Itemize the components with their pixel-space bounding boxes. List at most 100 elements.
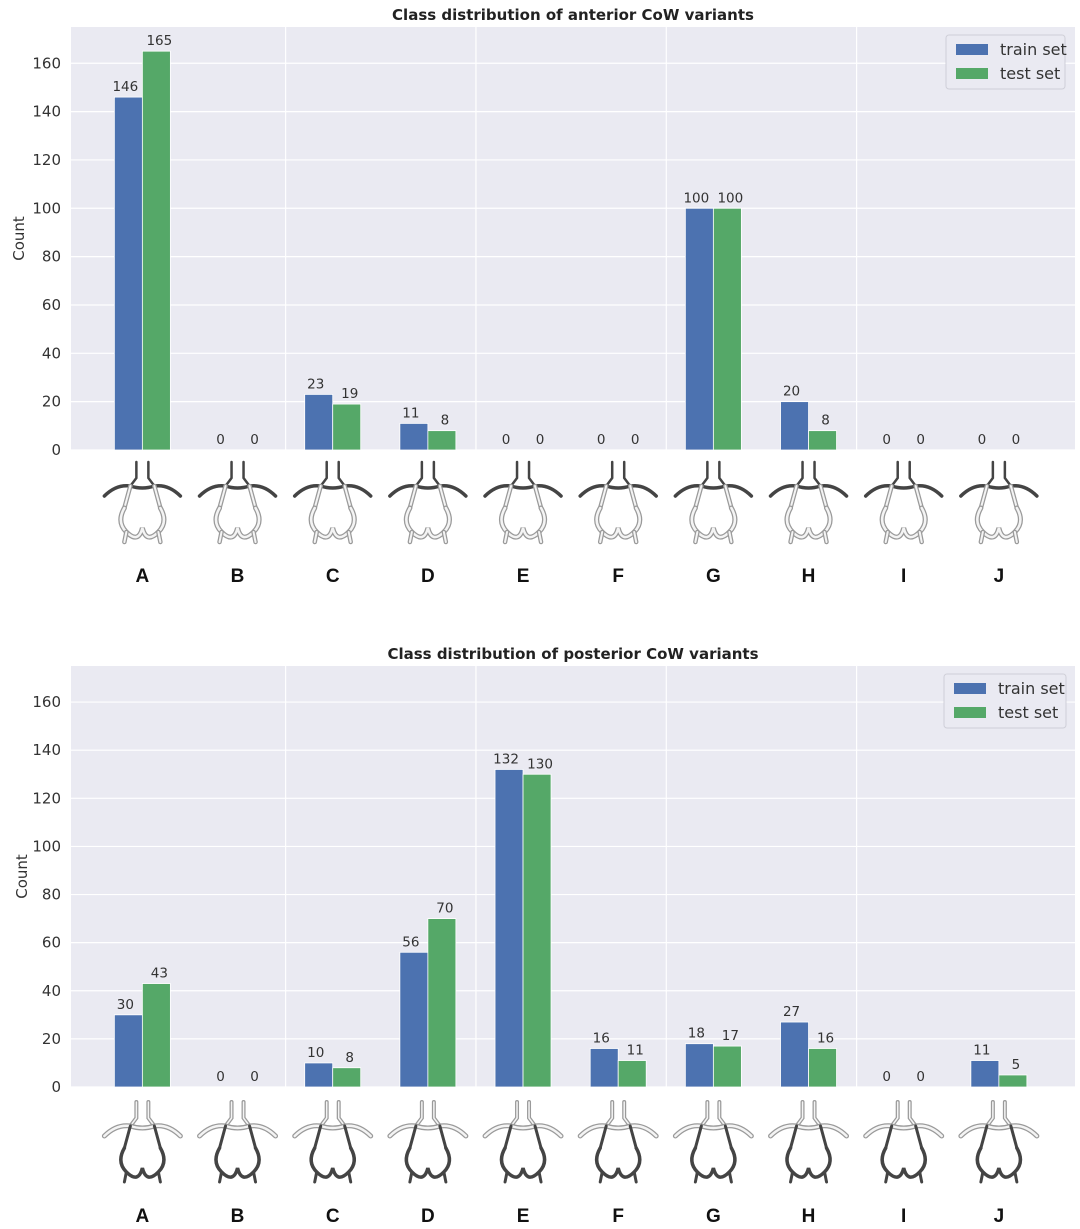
bar-train-H	[780, 1021, 809, 1088]
variant-diagram-icon	[101, 1100, 183, 1184]
variant-diagram-icon	[958, 1100, 1040, 1184]
bar-train-F	[589, 1048, 619, 1088]
plot-area	[71, 27, 1075, 450]
bar-test-A	[141, 50, 171, 451]
variant-diagram-icon	[197, 460, 278, 545]
data-label-train-A: 146	[112, 79, 138, 95]
bar-test-A	[141, 983, 171, 1088]
data-label-test-E: 130	[527, 756, 553, 772]
data-label-test-A: 165	[146, 33, 172, 49]
data-label-test-I: 0	[916, 1069, 925, 1085]
bar-test-D	[427, 918, 457, 1088]
data-label-test-F: 0	[631, 432, 640, 448]
data-label-test-C: 19	[341, 386, 358, 402]
category-label-A: A	[136, 1206, 150, 1227]
y-tick-label: 100	[32, 199, 61, 217]
data-label-train-E: 132	[493, 751, 519, 767]
y-tick-label: 100	[32, 837, 61, 855]
data-label-train-C: 23	[307, 376, 324, 392]
category-label-A: A	[136, 566, 150, 587]
legend-label-train: train set	[998, 679, 1065, 698]
chart-title: Class distribution of anterior CoW varia…	[392, 6, 754, 24]
data-label-test-E: 0	[536, 432, 545, 448]
variant-diagram-icon	[959, 460, 1039, 545]
data-label-test-D: 70	[436, 901, 453, 917]
category-label-C: C	[326, 566, 340, 587]
variant-diagram-icon	[578, 460, 658, 545]
data-label-test-B: 0	[250, 432, 259, 448]
legend-swatch-test	[954, 707, 986, 718]
variant-diagram-icon	[102, 460, 183, 545]
variant-diagram-icon	[292, 1100, 374, 1184]
bar-test-D	[427, 430, 457, 451]
category-label-I: I	[901, 566, 906, 587]
data-label-train-B: 0	[216, 432, 225, 448]
y-tick-label: 60	[42, 296, 61, 314]
variant-diagram-icon	[768, 460, 849, 545]
bar-train-D	[399, 423, 429, 451]
bar-train-H	[780, 401, 809, 451]
bar-test-J	[998, 1074, 1028, 1088]
bar-train-A	[113, 1014, 143, 1088]
bar-test-C	[332, 1067, 362, 1088]
y-tick-label: 0	[51, 1078, 61, 1096]
category-label-B: B	[231, 1206, 245, 1227]
bar-train-D	[399, 951, 429, 1088]
bar-train-C	[304, 1062, 334, 1088]
category-label-J: J	[994, 566, 1005, 587]
data-label-test-H: 16	[817, 1031, 834, 1047]
bar-test-H	[808, 430, 837, 451]
category-label-B: B	[231, 566, 245, 587]
bar-test-G	[712, 1045, 742, 1088]
data-label-test-J: 0	[1012, 432, 1021, 448]
variant-diagram-icon	[388, 460, 468, 545]
y-tick-label: 160	[32, 693, 61, 711]
data-label-train-I: 0	[882, 1069, 891, 1085]
variant-diagram-icon	[863, 1100, 945, 1184]
variant-diagram-icon	[672, 1100, 754, 1184]
bar-train-E	[494, 769, 524, 1088]
y-tick-label: 20	[42, 393, 61, 411]
legend: train set test set	[945, 34, 1067, 90]
legend: train set test set	[943, 673, 1067, 729]
y-tick-label: 40	[42, 982, 61, 1000]
y-tick-label: 120	[32, 789, 61, 807]
category-label-H: H	[802, 1206, 816, 1227]
bar-train-A	[113, 96, 143, 451]
bar-test-F	[617, 1060, 647, 1088]
data-label-test-G: 17	[722, 1028, 739, 1044]
legend-label-test: test set	[1000, 64, 1060, 83]
data-label-train-B: 0	[216, 1069, 225, 1085]
bar-test-H	[808, 1048, 837, 1088]
variant-diagram-icon	[863, 460, 944, 545]
bar-test-C	[332, 403, 362, 451]
plot-area	[71, 666, 1075, 1087]
variant-diagram-icon	[197, 1100, 279, 1184]
data-label-train-H: 27	[783, 1004, 800, 1020]
data-label-train-I: 0	[882, 432, 891, 448]
data-label-train-J: 11	[973, 1043, 990, 1059]
y-axis-label: Count	[10, 216, 28, 261]
data-label-train-H: 20	[783, 384, 800, 400]
y-axis-label: Count	[13, 854, 31, 899]
variant-diagram-icon	[292, 460, 373, 545]
y-tick-label: 80	[42, 248, 61, 266]
category-label-E: E	[517, 566, 530, 587]
category-label-C: C	[326, 1206, 340, 1227]
y-tick-label: 140	[32, 741, 61, 759]
category-label-I: I	[901, 1206, 906, 1227]
category-label-G: G	[706, 1206, 721, 1227]
y-tick-label: 80	[42, 886, 61, 904]
category-label-E: E	[517, 1206, 530, 1227]
legend-swatch-test	[956, 68, 988, 79]
data-label-test-I: 0	[916, 432, 925, 448]
y-tick-label: 20	[42, 1030, 61, 1048]
data-label-test-F: 11	[627, 1043, 644, 1059]
data-label-test-J: 5	[1012, 1057, 1021, 1073]
data-label-test-D: 8	[441, 413, 450, 429]
data-label-train-F: 16	[593, 1031, 610, 1047]
data-label-train-F: 0	[597, 432, 606, 448]
bar-train-G	[684, 207, 714, 451]
variant-diagram-icon	[387, 1100, 469, 1184]
